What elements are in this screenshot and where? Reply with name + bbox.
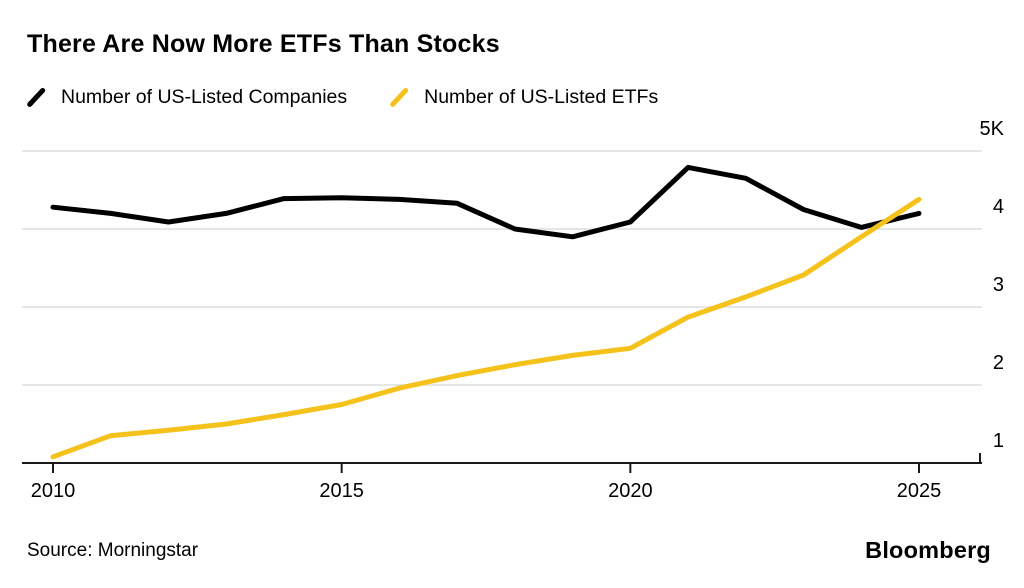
y-tick-label-3: 3	[993, 274, 1004, 296]
y-tick-label-5K: 5K	[980, 118, 1005, 140]
x-tick-label-2025: 2025	[897, 480, 942, 502]
bloomberg-logo: Bloomberg	[865, 537, 991, 563]
legend-label-companies: Number of US-Listed Companies	[61, 86, 348, 108]
x-tick-label-2020: 2020	[608, 480, 653, 502]
chart-legend: Number of US-Listed Companies Number of …	[24, 86, 658, 109]
x-tick-label-2015: 2015	[319, 480, 364, 502]
chart-title: There Are Now More ETFs Than Stocks	[27, 30, 500, 58]
legend-item-companies: Number of US-Listed Companies	[24, 86, 347, 109]
x-tick-label-2010: 2010	[31, 480, 76, 502]
source-note: Source: Morningstar	[27, 540, 199, 561]
etfs-line-series	[50, 196, 922, 460]
y-tick-label-2: 2	[993, 352, 1004, 374]
y-tick-label-1: 1	[993, 430, 1004, 452]
legend-label-etfs: Number of US-Listed ETFs	[424, 86, 659, 108]
legend-item-etfs: Number of US-Listed ETFs	[387, 86, 658, 109]
companies-line-series	[50, 164, 922, 240]
y-tick-label-4: 4	[993, 196, 1004, 218]
